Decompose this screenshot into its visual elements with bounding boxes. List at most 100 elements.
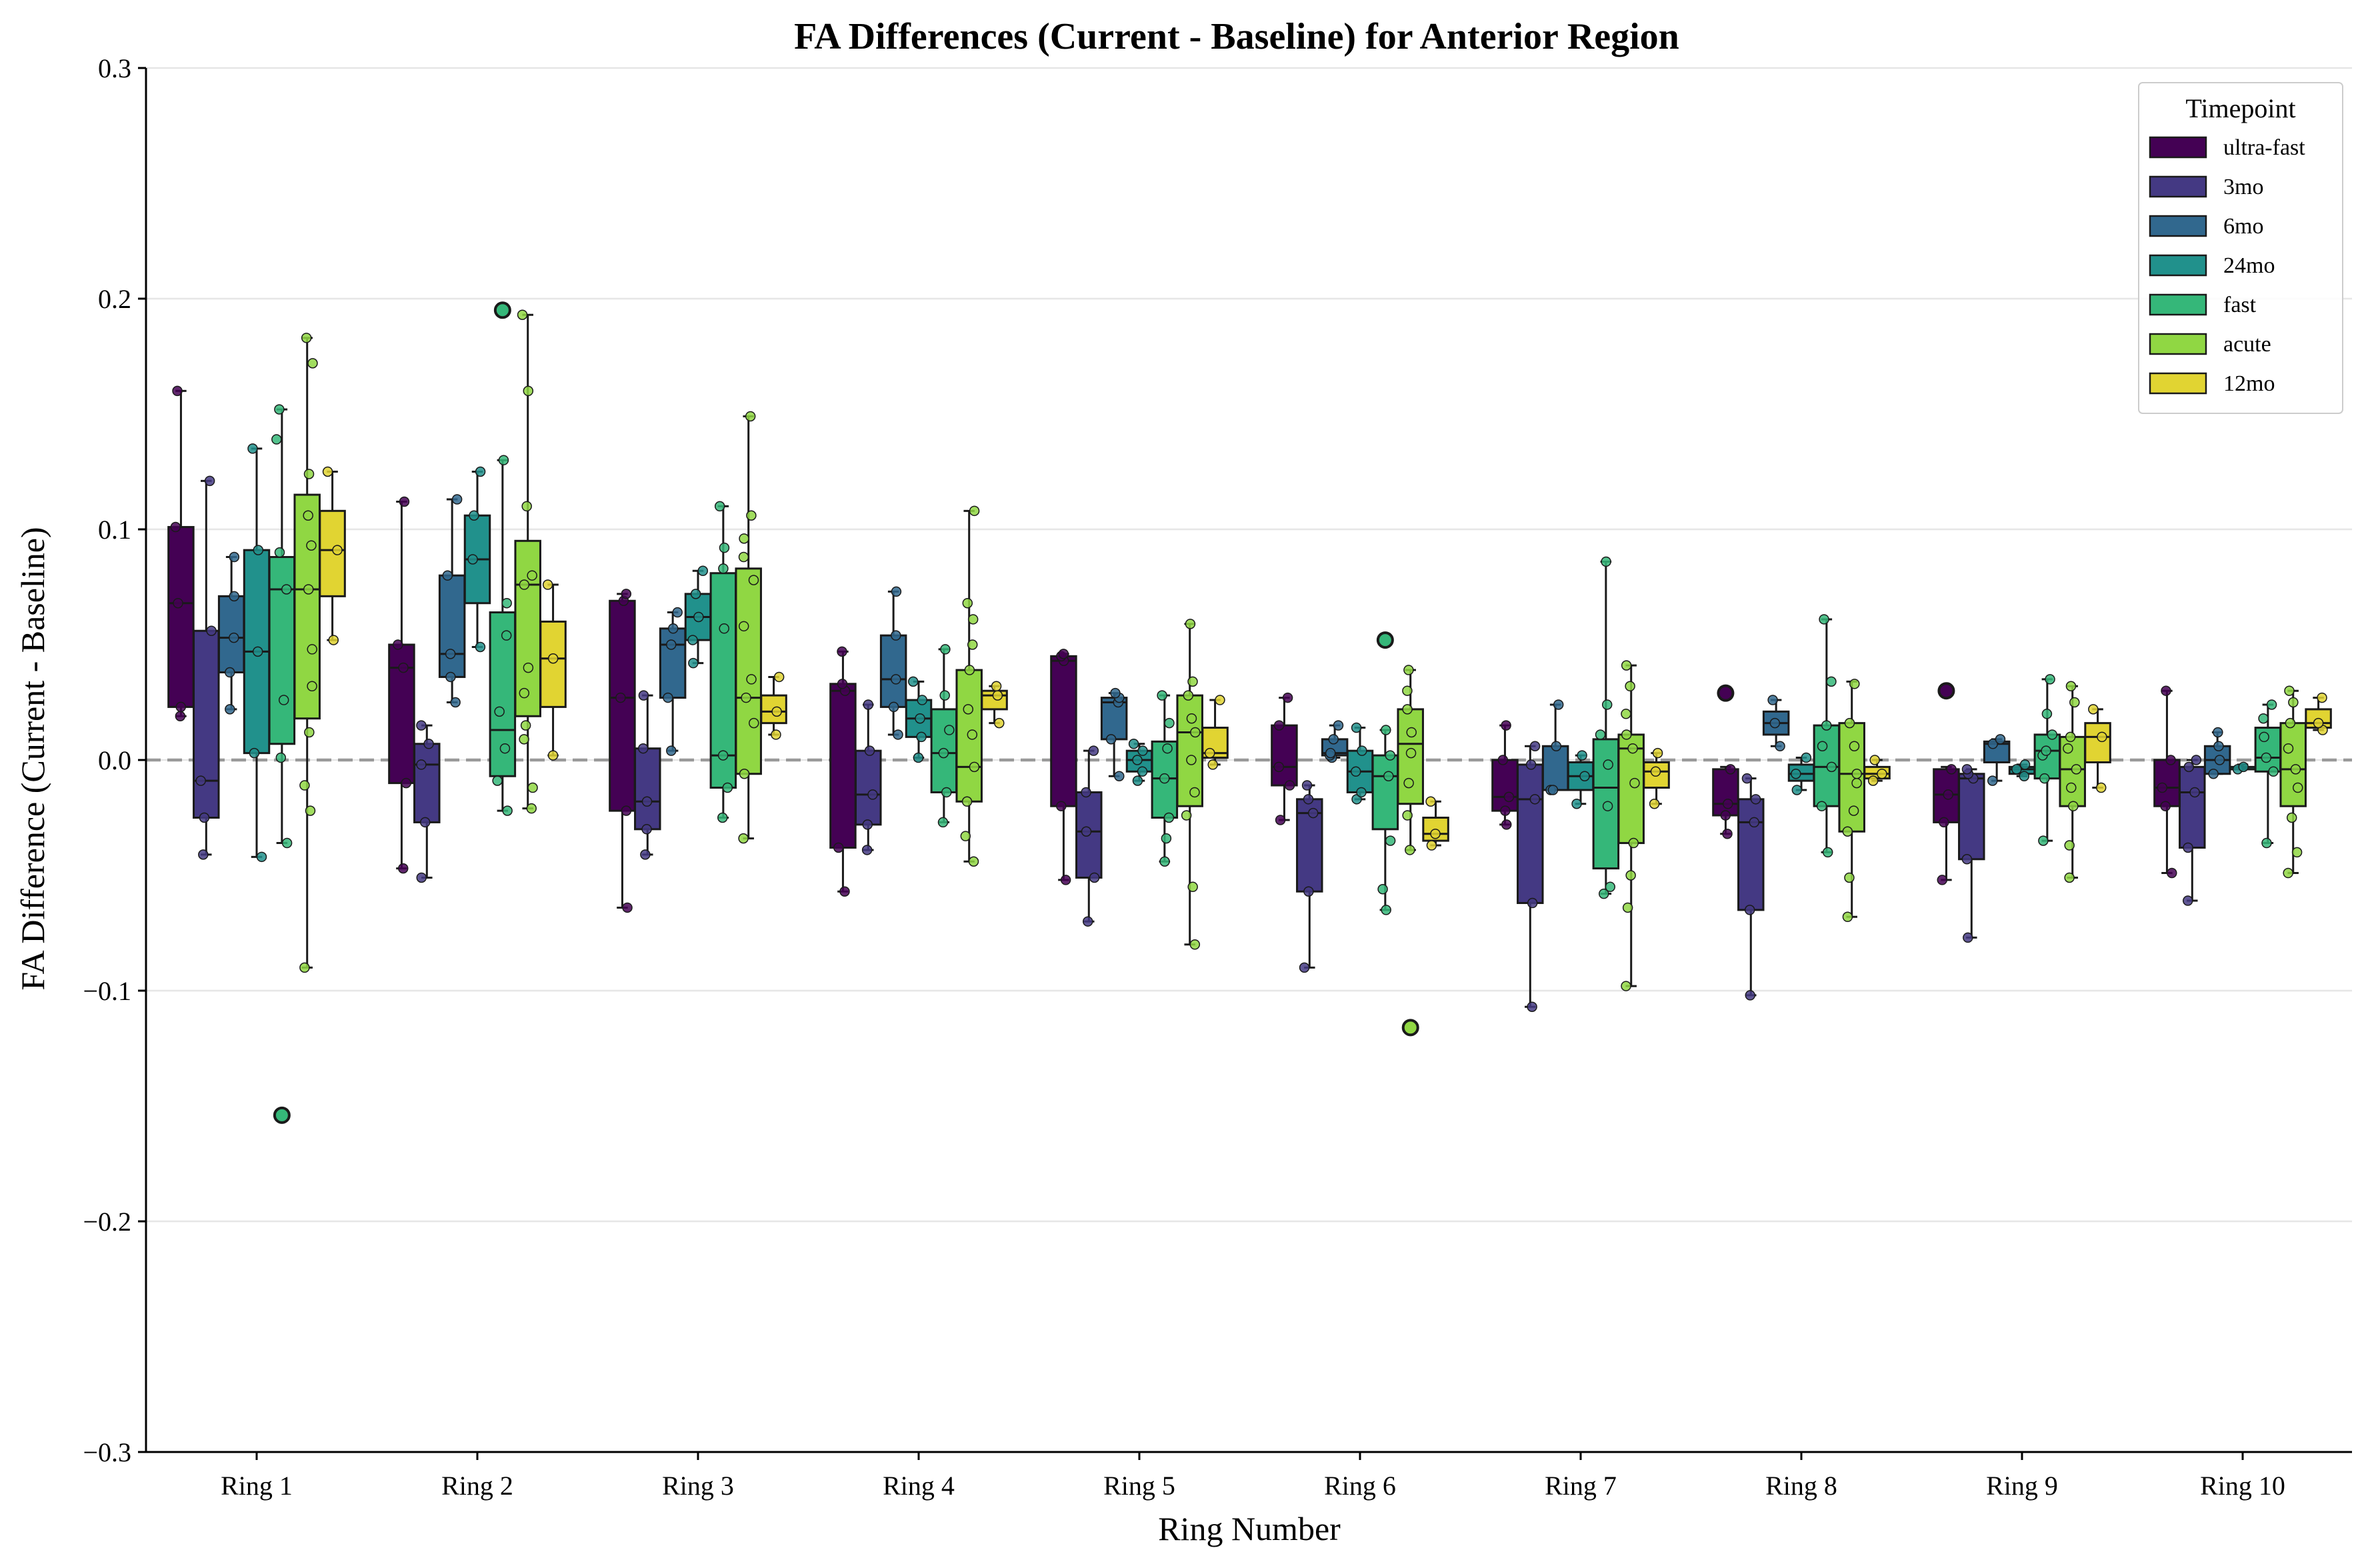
data-point (1357, 745, 1367, 756)
data-point (1190, 727, 1201, 738)
data-point (1849, 679, 1860, 689)
data-point (519, 687, 530, 699)
data-point (445, 671, 456, 683)
data-point (771, 706, 782, 717)
box-6mo-4 (879, 586, 907, 740)
data-point (738, 833, 749, 844)
data-point (719, 623, 729, 634)
data-point (1723, 798, 1733, 809)
data-point (891, 674, 901, 685)
box-ultra-fast-10 (2153, 685, 2181, 879)
data-point (475, 466, 486, 477)
box-24mo-10 (2229, 761, 2257, 775)
data-point (1946, 764, 1957, 775)
legend-swatch (2149, 293, 2207, 316)
box-12mo-8 (1863, 755, 1891, 786)
data-point (1137, 745, 1148, 756)
box-3mo-8 (1737, 773, 1765, 1001)
data-point (891, 586, 902, 597)
box-iqr (1050, 655, 1077, 807)
data-point (2038, 835, 2049, 846)
data-point (1551, 741, 1562, 751)
data-point (615, 692, 626, 703)
box-6mo-10 (2203, 727, 2231, 779)
data-point (469, 510, 479, 521)
data-point (332, 545, 343, 555)
x-tick-label: Ring 4 (883, 1471, 955, 1501)
data-point (2285, 717, 2296, 729)
data-point (2261, 752, 2272, 763)
data-point (1273, 761, 1285, 773)
data-point (173, 597, 183, 609)
data-point (305, 805, 316, 816)
box-iqr (268, 556, 296, 745)
data-point (1187, 676, 1198, 687)
data-point (1377, 884, 1388, 895)
box-iqr (167, 526, 195, 708)
data-point (1385, 750, 1396, 761)
data-point (992, 690, 1003, 701)
data-point (1629, 777, 1640, 789)
box-3mo-10 (2179, 755, 2206, 906)
data-point (719, 542, 730, 553)
legend-swatch (2149, 136, 2207, 159)
data-point (1844, 717, 1855, 729)
data-point (1621, 729, 1632, 740)
x-tick-label: Ring 1 (221, 1471, 293, 1501)
data-point (622, 902, 633, 913)
legend-entry-ultra-fast: ultra-fast (2149, 135, 2305, 160)
legend-label: 24mo (2223, 253, 2275, 278)
legend-frame (2138, 82, 2343, 414)
data-point (170, 521, 181, 533)
data-point (520, 720, 531, 731)
data-point (416, 720, 427, 731)
data-point (1961, 854, 1973, 865)
box-3mo-2 (413, 720, 441, 883)
data-point (1501, 720, 1511, 731)
data-point (621, 805, 632, 816)
box-acute-3 (735, 411, 762, 844)
data-point (693, 611, 704, 623)
x-tick-label: Ring 7 (1545, 1471, 1617, 1501)
data-point (523, 662, 534, 673)
data-point (961, 796, 973, 807)
x-tick-label: Ring 5 (1103, 1471, 1175, 1501)
data-point (328, 635, 339, 645)
data-point (445, 649, 456, 659)
box-12mo-4 (981, 681, 1008, 729)
box-24mo-6 (1346, 722, 1374, 805)
data-point (1625, 870, 1636, 881)
data-point (2068, 801, 2079, 811)
data-point (1406, 727, 1417, 738)
box-iqr (1737, 798, 1765, 911)
data-point (2019, 771, 2030, 781)
box-iqr (2179, 765, 2206, 849)
data-point (688, 657, 699, 669)
data-point (1403, 777, 1414, 789)
legend-entry-3mo: 3mo (2149, 175, 2263, 199)
data-point (964, 665, 975, 675)
data-point (1995, 734, 2006, 745)
data-point (2165, 755, 2176, 765)
data-point (1183, 690, 1194, 701)
box-ultra-fast-2 (388, 496, 415, 874)
box-24mo-3 (684, 565, 712, 669)
data-point (303, 584, 314, 595)
data-point (1301, 780, 1313, 791)
data-point (714, 501, 725, 512)
data-point (2213, 727, 2223, 738)
data-point (1402, 685, 1413, 696)
series-3mo (193, 475, 2206, 1012)
data-point (916, 731, 927, 743)
legend-swatch (2149, 175, 2207, 198)
data-point (2317, 692, 2327, 703)
data-point (1621, 660, 1632, 671)
box-fast-8 (1813, 614, 1841, 858)
data-point (1383, 771, 1394, 781)
data-point (1189, 939, 1201, 950)
legend-swatch (2149, 372, 2207, 395)
data-point (1720, 810, 1731, 821)
data-point (666, 745, 677, 756)
data-point (229, 591, 239, 602)
data-point (1791, 785, 1803, 795)
